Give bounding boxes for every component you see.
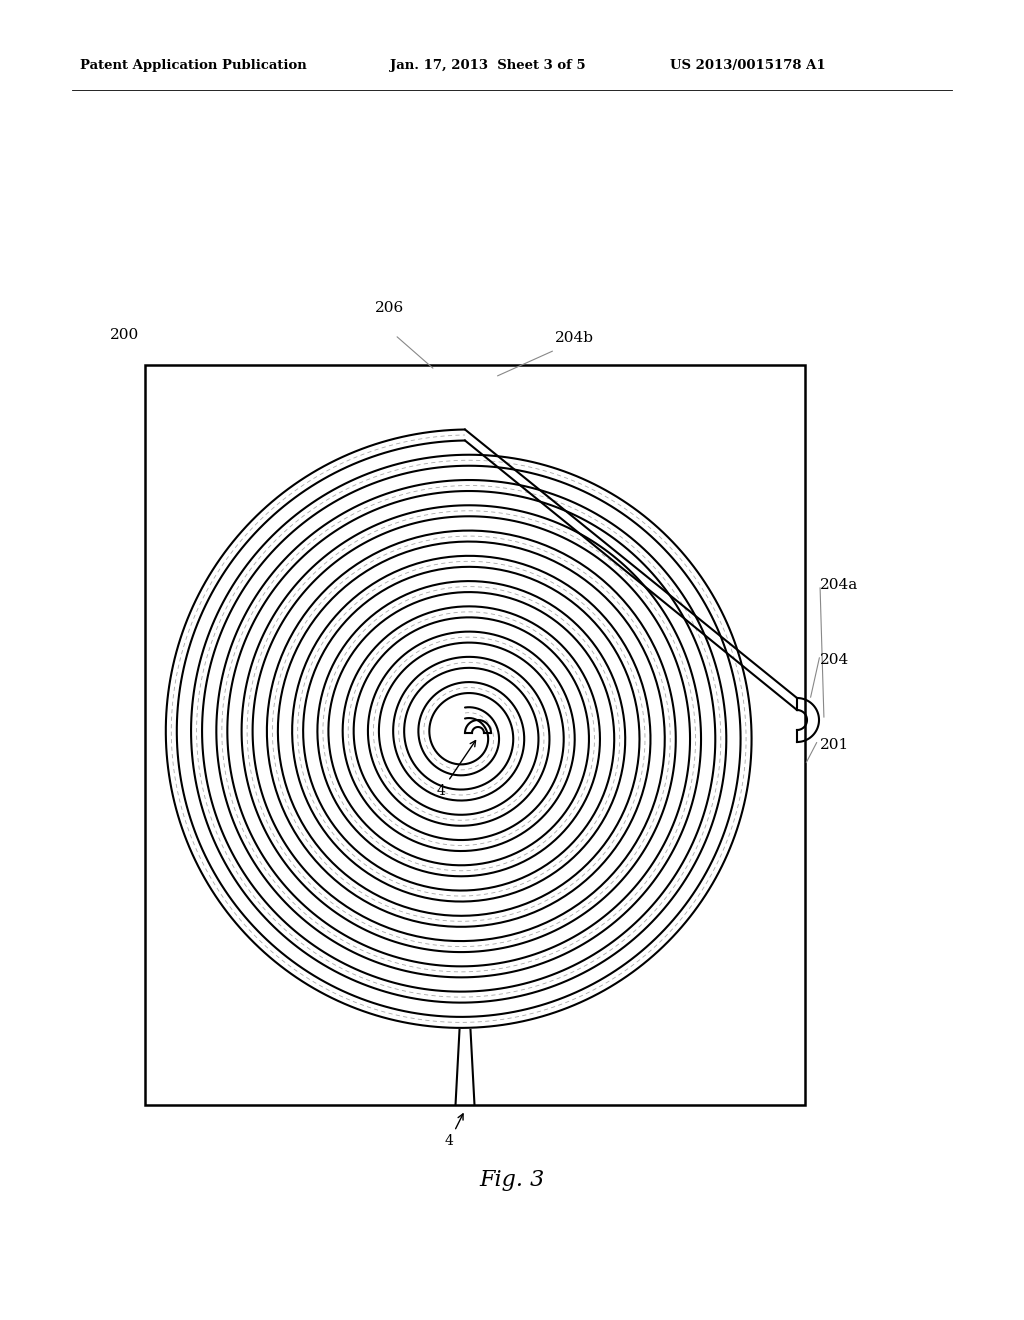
Text: 206: 206 (376, 301, 404, 315)
Text: 201: 201 (820, 738, 849, 752)
Text: Fig. 3: Fig. 3 (479, 1170, 545, 1191)
Text: Jan. 17, 2013  Sheet 3 of 5: Jan. 17, 2013 Sheet 3 of 5 (390, 58, 586, 71)
Text: 4: 4 (437, 741, 475, 799)
Text: US 2013/0015178 A1: US 2013/0015178 A1 (670, 58, 825, 71)
Text: 200: 200 (110, 327, 139, 342)
Text: 204a: 204a (820, 578, 858, 591)
Text: 204b: 204b (555, 331, 594, 345)
Text: Patent Application Publication: Patent Application Publication (80, 58, 307, 71)
Bar (145, 366, 805, 1105)
Text: 204: 204 (820, 653, 849, 667)
Text: 4: 4 (445, 1114, 463, 1148)
